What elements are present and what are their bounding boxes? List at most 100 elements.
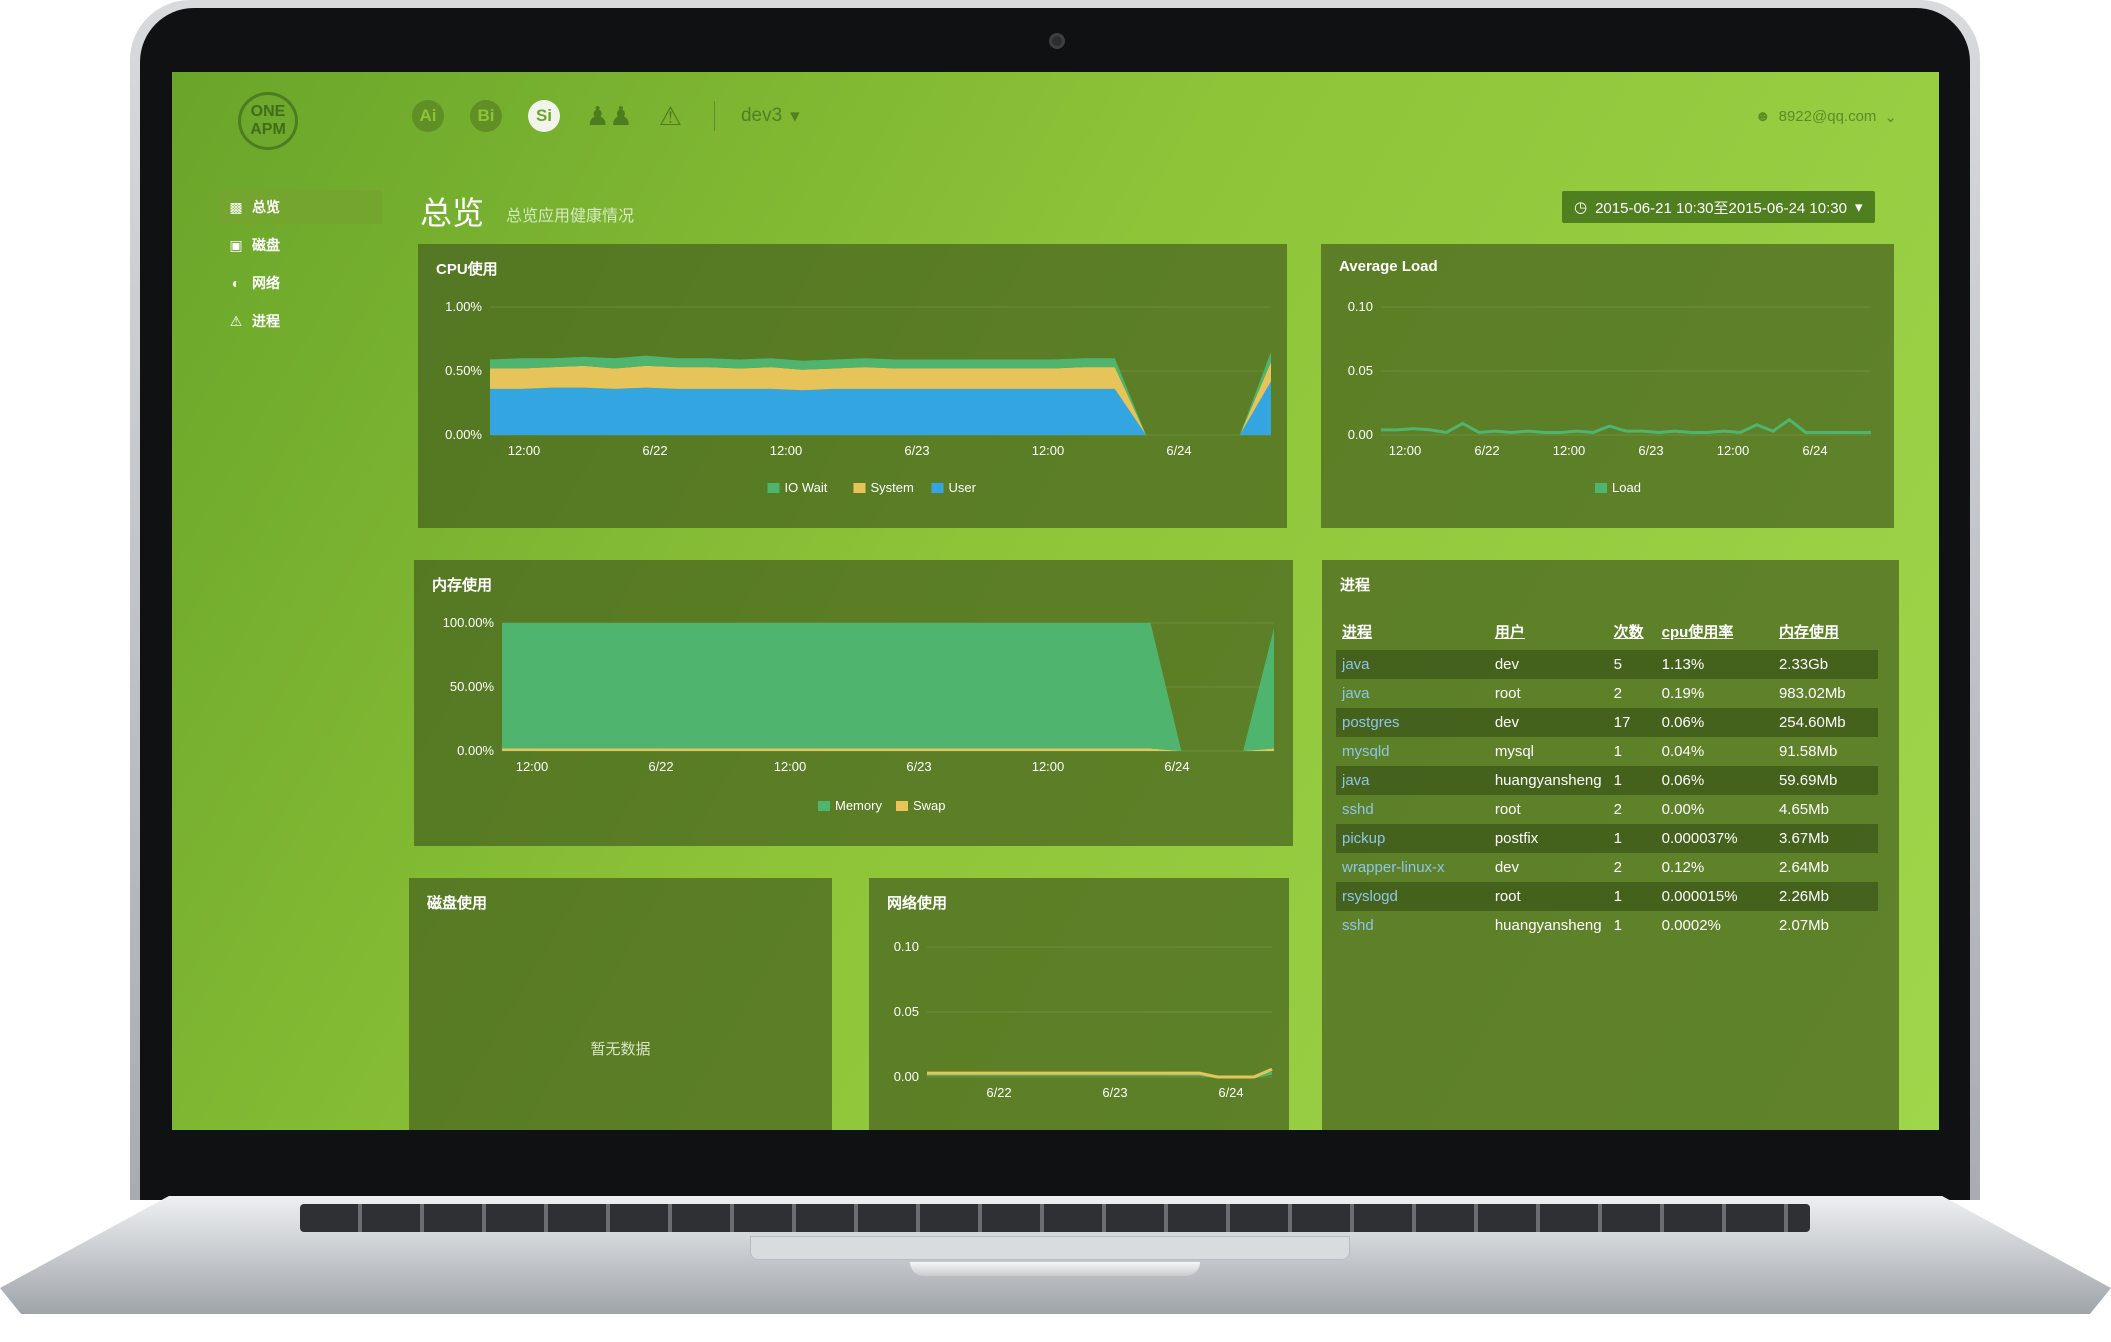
- disk-panel: 磁盘使用 暂无数据: [409, 878, 832, 1130]
- process-panel-title: 进程: [1340, 577, 1371, 594]
- process-name-cell[interactable]: postgres: [1336, 708, 1489, 737]
- oneapm-logo[interactable]: ONE APM: [238, 92, 298, 150]
- chevron-down-icon: ▾: [1854, 199, 1863, 216]
- process-memory-cell: 2.26Mb: [1772, 882, 1878, 911]
- process-count-cell: 17: [1607, 708, 1656, 737]
- laptop-notch: [910, 1262, 1200, 1276]
- series-area-swap: [502, 748, 1274, 751]
- ai-product-icon[interactable]: Ai: [412, 100, 444, 132]
- column-header-memory[interactable]: 内存使用: [1778, 623, 1839, 641]
- file-icon: ▣: [229, 236, 243, 253]
- x-tick-label: 6/23: [904, 443, 929, 458]
- process-name-cell[interactable]: java: [1336, 650, 1489, 679]
- column-header-process[interactable]: 进程: [1342, 623, 1373, 641]
- x-tick-label: 6/23: [1638, 443, 1663, 458]
- legend-label: Swap: [913, 798, 946, 813]
- process-user-cell: huangyansheng: [1488, 766, 1608, 795]
- warning-icon[interactable]: ⚠: [658, 101, 682, 131]
- table-row[interactable]: java huangyansheng 1 0.06% 59.69Mb: [1336, 766, 1878, 795]
- legend-label: User: [949, 480, 977, 495]
- x-tick-label: 6/22: [1474, 443, 1499, 458]
- table-row[interactable]: java root 2 0.19% 983.02Mb: [1336, 679, 1878, 708]
- chevron-down-icon: ▾: [790, 105, 800, 127]
- series-line-load: [1381, 417, 1871, 435]
- sidebar-item-process[interactable]: ⚠ 进程: [218, 304, 382, 338]
- process-name-cell[interactable]: rsyslogd: [1336, 882, 1489, 911]
- process-name-cell[interactable]: java: [1342, 685, 1370, 702]
- sidebar-item-label: 进程: [252, 313, 280, 329]
- x-tick-label: 12:00: [1717, 443, 1750, 458]
- column-header-cpu[interactable]: cpu使用率: [1661, 623, 1734, 641]
- legend-label: Memory: [835, 798, 882, 813]
- process-count-cell: 2: [1613, 859, 1622, 876]
- column-header-user[interactable]: 用户: [1494, 623, 1525, 641]
- process-table: 进程 用户 次数 cpu使用率 内存使用 java dev 5 1.13% 2.33Gb…: [1336, 612, 1878, 940]
- sidebar-item-overview[interactable]: ▩ 总览: [218, 190, 382, 224]
- page-subtitle: 总览应用健康情况: [506, 208, 635, 225]
- chevron-down-icon: ⌄: [1884, 109, 1897, 126]
- user-menu[interactable]: ☻ 8922@qq.com ⌄: [1755, 108, 1897, 126]
- sidebar-item-disk[interactable]: ▣ 磁盘: [218, 228, 382, 262]
- process-count-cell: 1: [1607, 882, 1656, 911]
- process-cpu-cell: 0.00%: [1661, 801, 1705, 818]
- process-cpu-cell: 0.0002%: [1661, 917, 1721, 934]
- process-memory-cell: 2.64Mb: [1778, 859, 1829, 876]
- sidebar-item-network[interactable]: ◐ 网络: [218, 266, 382, 300]
- y-tick-label: 50.00%: [450, 679, 495, 694]
- process-cpu-cell: 0.12%: [1661, 859, 1705, 876]
- table-row[interactable]: mysqld mysql 1 0.04% 91.58Mb: [1336, 737, 1878, 766]
- table-row[interactable]: sshd huangyansheng 1 0.0002% 2.07Mb: [1336, 911, 1878, 940]
- bi-product-icon[interactable]: Bi: [470, 100, 502, 132]
- y-tick-label: 0.50%: [445, 363, 482, 378]
- process-memory-cell: 254.60Mb: [1772, 708, 1878, 737]
- legend-swatch: [1595, 483, 1607, 493]
- table-row[interactable]: pickup postfix 1 0.000037% 3.67Mb: [1336, 824, 1878, 853]
- process-count-cell: 5: [1607, 650, 1656, 679]
- user-email: 8922@qq.com: [1778, 108, 1877, 125]
- x-tick-label: 12:00: [1389, 443, 1422, 458]
- process-cpu-cell: 0.000037%: [1655, 824, 1773, 853]
- process-name-cell[interactable]: mysqld: [1342, 743, 1390, 760]
- process-user-cell: mysql: [1494, 743, 1535, 760]
- load-panel-title: Average Load: [1339, 258, 1438, 275]
- table-row[interactable]: postgres dev 17 0.06% 254.60Mb: [1336, 708, 1878, 737]
- process-name-cell[interactable]: java: [1336, 766, 1489, 795]
- table-row[interactable]: wrapper-linux-x dev 2 0.12% 2.64Mb: [1336, 853, 1878, 882]
- monitor-icon: ▩: [229, 198, 243, 215]
- x-tick-label: 6/22: [648, 759, 673, 774]
- process-name-cell[interactable]: wrapper-linux-x: [1342, 859, 1445, 876]
- process-memory-cell: 91.58Mb: [1778, 743, 1838, 760]
- process-user-cell: root: [1494, 685, 1521, 702]
- series-area-memory: [502, 623, 1274, 751]
- process-cpu-cell: 0.19%: [1661, 685, 1705, 702]
- sidebar: ▩ 总览 ▣ 磁盘 ◐ 网络 ⚠ 进程: [218, 190, 382, 342]
- table-row[interactable]: sshd root 2 0.00% 4.65Mb: [1336, 795, 1878, 824]
- process-count-cell: 2: [1613, 801, 1622, 818]
- legend-swatch: [818, 801, 830, 811]
- process-name-cell[interactable]: pickup: [1336, 824, 1489, 853]
- y-tick-label: 0.00%: [445, 427, 482, 442]
- process-memory-cell: 3.67Mb: [1772, 824, 1878, 853]
- si-product-icon[interactable]: Si: [528, 100, 560, 132]
- process-user-cell: dev: [1488, 708, 1608, 737]
- load-chart: 0.10 0.05 0.00 12:00 6/22 12:00 6/23 12:00 6/24 L…: [1348, 299, 1871, 495]
- process-count-cell: 1: [1607, 766, 1656, 795]
- cpu-chart: 1.00% 0.50% 0.00% 12:00 6/22 12:00 6/23 12:00 6/…: [445, 299, 1271, 495]
- clock-icon: ◷: [1574, 199, 1588, 216]
- process-name-cell[interactable]: sshd: [1342, 917, 1374, 934]
- legend-label: IO Wait: [785, 480, 828, 495]
- touchpad: [750, 1236, 1350, 1260]
- table-row[interactable]: java dev 5 1.13% 2.33Gb: [1336, 650, 1878, 679]
- table-row[interactable]: rsyslogd root 1 0.000015% 2.26Mb: [1336, 882, 1878, 911]
- legend-label: System: [871, 480, 914, 495]
- users-icon[interactable]: ♟♟: [586, 101, 633, 131]
- y-tick-label: 0.05: [894, 1004, 919, 1019]
- column-header-count[interactable]: 次数: [1613, 623, 1644, 641]
- process-user-cell: huangyansheng: [1494, 917, 1602, 934]
- process-memory-cell: 2.07Mb: [1778, 917, 1829, 934]
- time-range-picker[interactable]: ◷ 2015-06-21 10:30至2015-06-24 10:30 ▾: [1562, 191, 1875, 223]
- environment-dropdown[interactable]: dev3 ▾: [741, 105, 800, 128]
- process-name-cell[interactable]: sshd: [1342, 801, 1374, 818]
- legend-swatch: [853, 483, 866, 493]
- y-tick-label: 0.00: [894, 1069, 919, 1084]
